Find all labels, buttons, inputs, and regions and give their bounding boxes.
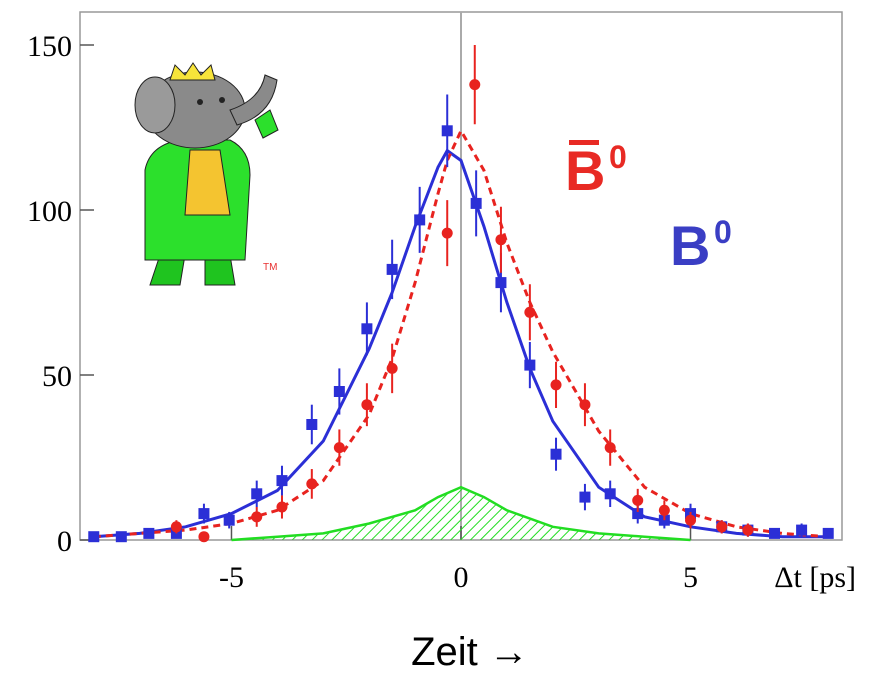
x-tick-label: -5 [219,561,244,594]
annotation-superscript: 0 [609,139,627,175]
background-area [231,487,690,540]
data-point [742,525,753,536]
data-point [442,228,453,239]
data-point [632,495,643,506]
annotation: B [565,139,605,202]
annotation: B [670,214,710,277]
data-point [551,449,562,460]
data-point [116,531,127,542]
caption: Zeit → [411,630,529,674]
logo-mark: TM [263,262,277,273]
data-point [796,525,807,536]
data-point [361,399,372,410]
data-point [276,502,287,513]
data-point [471,198,482,209]
data-point [605,488,616,499]
y-tick-label: 100 [27,195,72,228]
data-point [361,323,372,334]
data-point [171,521,182,532]
data-point [276,475,287,486]
data-point [387,264,398,275]
data-point [605,442,616,453]
data-point [306,478,317,489]
data-point [551,379,562,390]
x-tick-label: 0 [454,561,469,594]
data-point [334,386,345,397]
x-axis-label: Δt [ps] [774,561,856,594]
chart: TM 050100150-505Δt [ps]Zeit →B0B0 [0,0,871,676]
y-tick-label: 150 [27,30,72,63]
annotation-superscript: 0 [714,214,732,250]
data-point [387,363,398,374]
data-point [685,515,696,526]
x-tick-label: 5 [683,561,698,594]
data-point [88,531,99,542]
y-tick-label: 50 [42,360,72,393]
data-point [469,79,480,90]
data-point [659,505,670,516]
data-point [306,419,317,430]
data-point [495,234,506,245]
data-point [198,531,209,542]
data-point [334,442,345,453]
logo [135,63,278,285]
data-point [769,528,780,539]
data-point [823,528,834,539]
data-point [524,307,535,318]
data-point [414,214,425,225]
y-tick-label: 0 [57,525,72,558]
data-point [716,521,727,532]
data-point [224,515,235,526]
data-point [524,360,535,371]
data-point [442,125,453,136]
data-point [143,528,154,539]
data-point [251,511,262,522]
page: {"chart_data": { "type": "scatter", "xla… [0,0,871,676]
data-point [495,277,506,288]
data-point [251,488,262,499]
annotation-overline [569,140,599,145]
data-point [198,508,209,519]
data-point [579,492,590,503]
data-point [579,399,590,410]
